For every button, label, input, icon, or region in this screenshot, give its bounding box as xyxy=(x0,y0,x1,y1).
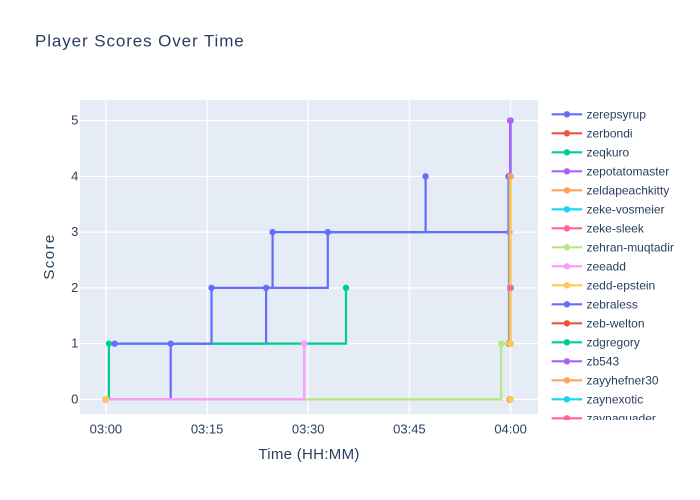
svg-text:4: 4 xyxy=(71,169,78,184)
svg-text:zeeadd: zeeadd xyxy=(587,260,626,274)
svg-text:zeke-vosmeier: zeke-vosmeier xyxy=(587,203,665,217)
svg-text:zaynexotic: zaynexotic xyxy=(587,393,644,407)
svg-text:03:15: 03:15 xyxy=(191,422,224,437)
svg-text:zeqkuro: zeqkuro xyxy=(587,146,630,160)
svg-text:5: 5 xyxy=(71,113,78,128)
svg-text:zepotatomaster: zepotatomaster xyxy=(587,165,670,179)
svg-text:zb543: zb543 xyxy=(587,355,620,369)
svg-text:Player Scores Over Time: Player Scores Over Time xyxy=(35,32,245,51)
svg-text:zerbondi: zerbondi xyxy=(587,127,633,141)
svg-text:zeldapeachkitty: zeldapeachkitty xyxy=(587,184,670,198)
svg-text:0: 0 xyxy=(71,392,78,407)
svg-text:zayyhefner30: zayyhefner30 xyxy=(587,374,659,388)
svg-text:zdgregory: zdgregory xyxy=(587,336,640,350)
svg-text:03:30: 03:30 xyxy=(292,422,325,437)
svg-text:3: 3 xyxy=(71,224,78,239)
svg-text:03:00: 03:00 xyxy=(90,422,123,437)
svg-text:2: 2 xyxy=(71,280,78,295)
svg-text:Time (HH:MM): Time (HH:MM) xyxy=(258,446,359,463)
svg-text:04:00: 04:00 xyxy=(494,422,527,437)
svg-text:Score: Score xyxy=(41,233,58,279)
svg-text:zerepsyrup: zerepsyrup xyxy=(587,108,647,122)
svg-text:zebraless: zebraless xyxy=(587,298,638,312)
svg-text:zedd-epstein: zedd-epstein xyxy=(587,279,656,293)
svg-text:zehran-muqtadir: zehran-muqtadir xyxy=(587,241,674,255)
svg-text:03:45: 03:45 xyxy=(393,422,426,437)
svg-text:zaynaguader: zaynaguader xyxy=(587,412,656,426)
svg-text:zeb-welton: zeb-welton xyxy=(587,317,645,331)
svg-text:1: 1 xyxy=(71,336,78,351)
svg-text:zeke-sleek: zeke-sleek xyxy=(587,222,645,236)
